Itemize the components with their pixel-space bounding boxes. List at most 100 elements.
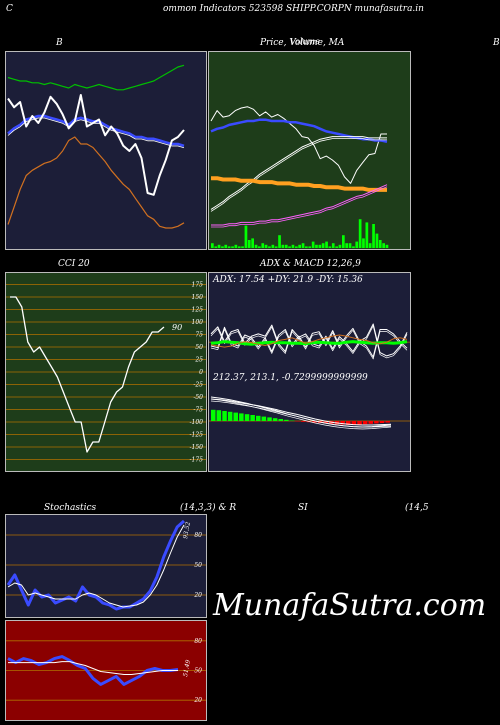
volume-bar bbox=[368, 243, 372, 248]
volume-bar bbox=[224, 244, 228, 248]
volume-bar bbox=[298, 244, 301, 248]
adx-plus_di-line bbox=[210, 323, 408, 357]
rsi-title-params: (14,5 bbox=[405, 503, 429, 513]
rsi-chart: 80 50 20 51.49 bbox=[6, 638, 206, 704]
volume-bar bbox=[338, 244, 342, 248]
volume-bar bbox=[372, 224, 375, 248]
volume-bar bbox=[221, 246, 224, 248]
cci-tick-label: -100 bbox=[190, 419, 204, 426]
volume-bar bbox=[237, 246, 241, 248]
macd-macd-edge-line bbox=[210, 398, 392, 430]
macd-histogram-bar bbox=[239, 413, 244, 421]
rsi-panel: 80 50 20 51.49 bbox=[5, 620, 207, 721]
adx-minus_di-line bbox=[210, 326, 408, 358]
cci-tick-label: -150 bbox=[190, 444, 204, 451]
volume-bar bbox=[352, 246, 355, 248]
price-ma_mid-edge-line bbox=[210, 138, 387, 212]
volume-bar bbox=[258, 246, 261, 248]
adx-macd-chart bbox=[209, 323, 410, 430]
volume-bar bbox=[362, 238, 365, 248]
bollinger-upper-line bbox=[7, 64, 185, 91]
volume-bar bbox=[231, 246, 234, 248]
rsi-last-label: 51.49 bbox=[182, 659, 192, 677]
macd-histogram-bar bbox=[250, 415, 255, 421]
volume-bar bbox=[288, 246, 291, 248]
volume-bar bbox=[308, 246, 312, 248]
volume-bar bbox=[241, 246, 244, 248]
macd-histogram-bar bbox=[385, 421, 390, 423]
watermark: MunafaSutra.com bbox=[213, 588, 487, 623]
adx-panel: ADX: 17.54 +DY: 21.9 -DY: 15.36 212.37, … bbox=[208, 272, 411, 472]
volume-bar bbox=[382, 243, 385, 248]
cci-line bbox=[10, 296, 165, 453]
macd-histogram-bar bbox=[357, 421, 362, 425]
cci-tick-label: 125 bbox=[192, 307, 204, 314]
stoch-last-label: 93.52 bbox=[182, 521, 192, 539]
adx-title: ADX & MACD 12,26,9 bbox=[260, 259, 361, 269]
volume-bar bbox=[271, 244, 275, 248]
cci-tick-label: -50 bbox=[193, 394, 203, 401]
cci-tick-label: 75 bbox=[195, 332, 203, 339]
price-chart bbox=[210, 106, 389, 248]
cci-tick-label: -75 bbox=[193, 407, 203, 414]
adx-values: ADX: 17.54 +DY: 21.9 -DY: 15.36 bbox=[213, 275, 363, 285]
volume-bar bbox=[254, 244, 258, 248]
volume-bar bbox=[328, 246, 332, 248]
price-title: Price, Volume, MA bbox=[260, 38, 345, 48]
cci-tick-label: 0 bbox=[199, 369, 203, 376]
rsi-title: SI bbox=[298, 503, 308, 513]
cci-chart: 175 150 125 100 75 50 25 0 -25 -50 -75 -100 -125 -150… bbox=[6, 282, 206, 464]
volume-bar bbox=[261, 243, 265, 248]
volume-bar bbox=[274, 246, 278, 248]
macd-histogram-bar bbox=[301, 421, 306, 422]
price-title-overlap: Volume bbox=[290, 37, 320, 46]
bollinger-close-line bbox=[7, 94, 185, 196]
bollinger-title: B bbox=[56, 38, 63, 48]
volume-bar bbox=[247, 240, 251, 248]
stoch-title: Stochastics bbox=[44, 503, 97, 513]
stoch-d-line bbox=[7, 524, 185, 608]
volume-bar bbox=[331, 243, 335, 248]
cci-tick-label: -175 bbox=[190, 457, 204, 464]
volume-bar bbox=[214, 246, 218, 248]
rsi-tick-label: 20 bbox=[193, 697, 202, 704]
adx-orange-line bbox=[210, 334, 408, 348]
macd-histogram-bar bbox=[216, 410, 222, 421]
macd-histogram-bar bbox=[222, 411, 227, 421]
stoch-chart: 80 50 20 93.52 bbox=[6, 519, 206, 611]
volume-bar bbox=[295, 246, 298, 248]
volume-bar bbox=[291, 244, 295, 248]
volume-bar bbox=[348, 243, 352, 248]
volume-bar bbox=[335, 246, 338, 248]
macd-histogram-bar bbox=[362, 421, 368, 425]
volume-bar bbox=[281, 244, 285, 248]
rsi-tick-label: 80 bbox=[194, 638, 202, 645]
volume-bar bbox=[284, 244, 288, 248]
rsi-rsi-line bbox=[7, 655, 179, 686]
stoch-tick-label: 80 bbox=[194, 532, 202, 539]
macd-values: 212.37, 213.1, -0.7299999999999 bbox=[213, 373, 368, 383]
macd-histogram-bar bbox=[374, 421, 379, 424]
volume-bar bbox=[325, 241, 328, 248]
volume-bar bbox=[315, 244, 318, 248]
macd-signal-line bbox=[210, 398, 392, 426]
cci-tick-label: 25 bbox=[194, 357, 203, 364]
bollinger-lower-line bbox=[7, 136, 185, 229]
stoch-tick-label: 50 bbox=[194, 562, 202, 569]
volume-bar bbox=[234, 244, 238, 248]
macd-signal-edge-line bbox=[210, 400, 392, 428]
volume-bar bbox=[217, 244, 221, 248]
cci-tick-label: -25 bbox=[193, 382, 203, 389]
stoch-tick-label: 20 bbox=[193, 592, 202, 599]
stoch-k-line bbox=[6, 519, 185, 611]
price-ma_long-line bbox=[211, 176, 387, 192]
macd-histogram-bar bbox=[244, 414, 250, 421]
volume-bar bbox=[244, 225, 248, 248]
cci-tick-label: 100 bbox=[192, 319, 204, 326]
cci-tick-label: 150 bbox=[192, 294, 204, 301]
macd-histogram-bar bbox=[323, 421, 328, 424]
macd-histogram-bar bbox=[278, 419, 283, 421]
macd-histogram-bar bbox=[261, 416, 267, 421]
rsi-tick-label: 50 bbox=[194, 668, 202, 675]
macd-histogram-bar bbox=[351, 421, 357, 425]
